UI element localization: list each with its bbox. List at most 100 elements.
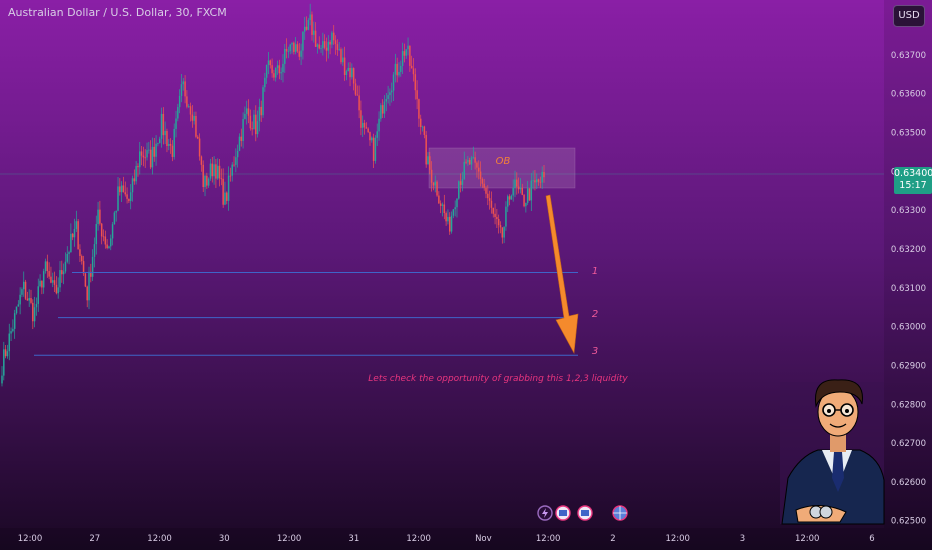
candle[interactable] [260, 100, 262, 122]
candle[interactable] [90, 263, 92, 283]
candle[interactable] [128, 198, 130, 203]
symbol-title[interactable]: Australian Dollar / U.S. Dollar, 30, FXC… [8, 6, 227, 19]
candle[interactable] [166, 128, 168, 153]
candle[interactable] [30, 289, 32, 305]
candle[interactable] [488, 190, 491, 210]
candle[interactable] [50, 266, 52, 284]
candle[interactable] [238, 133, 241, 152]
candle[interactable] [494, 203, 496, 225]
candle[interactable] [184, 75, 186, 104]
candle[interactable] [193, 111, 195, 125]
candle[interactable] [476, 161, 478, 178]
candle[interactable] [240, 128, 243, 147]
candle[interactable] [265, 64, 268, 84]
candle[interactable] [209, 158, 212, 181]
candle[interactable] [148, 141, 150, 154]
candle[interactable] [405, 49, 407, 59]
candle[interactable] [195, 111, 197, 139]
candle[interactable] [278, 59, 281, 80]
candle[interactable] [289, 43, 291, 55]
candle[interactable] [470, 155, 473, 171]
time-axis[interactable]: 12:00 27 12:00 30 12:00 31 12:00 Nov 12:00 2 12:00… [18, 534, 875, 544]
candle[interactable] [528, 188, 531, 201]
candle[interactable] [390, 82, 393, 103]
candle[interactable] [398, 62, 400, 78]
candle[interactable] [396, 57, 398, 83]
candle[interactable] [340, 47, 342, 65]
candle[interactable] [93, 237, 96, 268]
candle[interactable] [204, 174, 206, 197]
candle[interactable] [372, 133, 375, 169]
candle[interactable] [99, 200, 101, 226]
candle[interactable] [374, 135, 377, 164]
candle[interactable] [311, 11, 313, 41]
candle[interactable] [303, 16, 306, 40]
candle[interactable] [41, 280, 43, 295]
candle[interactable] [274, 67, 277, 82]
candle[interactable] [110, 234, 112, 251]
candle[interactable] [178, 89, 181, 114]
candle[interactable] [100, 222, 103, 245]
candle[interactable] [477, 160, 480, 180]
candle[interactable] [314, 22, 317, 47]
candle[interactable] [332, 25, 335, 45]
candle[interactable] [363, 119, 366, 135]
candle[interactable] [77, 219, 79, 250]
candle[interactable] [189, 102, 192, 122]
candle[interactable] [173, 123, 175, 160]
candle[interactable] [541, 166, 543, 189]
candle[interactable] [351, 63, 353, 80]
candle[interactable] [336, 39, 339, 56]
candle[interactable] [255, 105, 257, 142]
candle[interactable] [146, 142, 148, 161]
time-axis-background[interactable] [0, 528, 932, 550]
candle[interactable] [439, 200, 442, 214]
candle[interactable] [294, 36, 297, 55]
candle[interactable] [70, 223, 72, 253]
candle[interactable] [534, 170, 536, 191]
candle[interactable] [400, 60, 402, 77]
candle[interactable] [487, 185, 489, 206]
candle[interactable] [23, 271, 25, 297]
candle[interactable] [392, 71, 395, 102]
order-block-zone[interactable] [428, 147, 576, 189]
candle[interactable] [354, 78, 357, 97]
candle[interactable] [242, 112, 244, 149]
candle[interactable] [539, 176, 542, 189]
candle[interactable] [347, 62, 349, 72]
candle[interactable] [458, 180, 460, 200]
candle[interactable] [84, 272, 87, 288]
candle[interactable] [222, 168, 224, 208]
candle[interactable] [305, 16, 308, 31]
candle[interactable] [418, 98, 420, 127]
candle[interactable] [318, 36, 320, 50]
candle[interactable] [302, 31, 304, 60]
candle[interactable] [137, 163, 139, 177]
candle[interactable] [490, 191, 493, 214]
candle[interactable] [191, 105, 194, 128]
candle[interactable] [338, 41, 340, 51]
candle[interactable] [313, 21, 315, 43]
candle[interactable] [207, 177, 210, 188]
candle[interactable] [525, 202, 527, 213]
candle[interactable] [142, 146, 145, 167]
candle[interactable] [79, 244, 81, 263]
candle[interactable] [113, 211, 116, 225]
candle[interactable] [535, 173, 538, 190]
candle[interactable] [430, 161, 433, 192]
candle[interactable] [291, 42, 293, 54]
candle[interactable] [352, 67, 355, 91]
candle[interactable] [158, 136, 161, 144]
candle[interactable] [316, 43, 319, 54]
candle[interactable] [452, 209, 455, 219]
candle[interactable] [129, 184, 132, 210]
candle[interactable] [543, 164, 545, 183]
candle[interactable] [517, 177, 520, 194]
candle[interactable] [32, 299, 34, 330]
candle[interactable] [19, 287, 21, 315]
candle[interactable] [135, 161, 137, 185]
candle[interactable] [479, 161, 482, 187]
candle[interactable] [13, 309, 16, 339]
candle[interactable] [133, 169, 136, 185]
